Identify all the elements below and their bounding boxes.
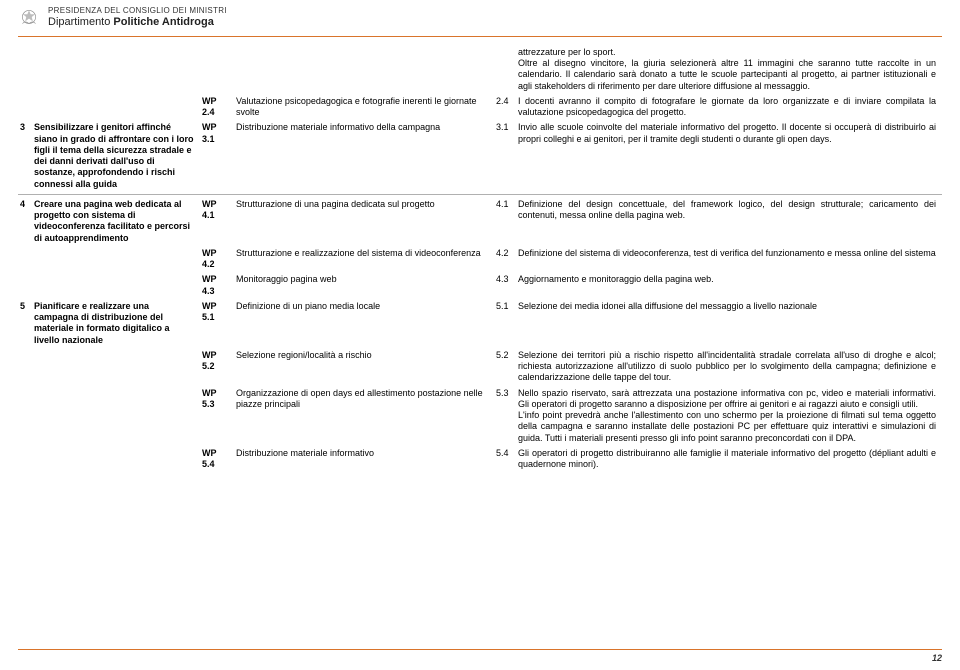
objective-text: Creare una pagina web dedicata al proget… — [32, 194, 200, 246]
row-number — [18, 348, 32, 386]
content-area: attrezzature per lo sport. Oltre al dise… — [0, 37, 960, 473]
wp-description: Monitoraggio pagina web — [234, 272, 494, 299]
detail-number: 4.1 — [494, 194, 516, 246]
detail-number: 3.1 — [494, 120, 516, 194]
page-number: 12 — [18, 653, 942, 664]
wp-code: WP 2.4 — [200, 94, 234, 121]
wp-code: WP 5.2 — [200, 348, 234, 386]
wp-description: Selezione regioni/località a rischio — [234, 348, 494, 386]
detail-text: Selezione dei media idonei alla diffusio… — [516, 299, 942, 348]
wp-code: WP 4.1 — [200, 194, 234, 246]
detail-number: 5.2 — [494, 348, 516, 386]
detail-text: Selezione dei territori più a rischio ri… — [516, 348, 942, 386]
row-number: 3 — [18, 120, 32, 194]
table-row: 3Sensibilizzare i genitori affinché sian… — [18, 120, 942, 194]
detail-number: 5.4 — [494, 446, 516, 473]
table-row: WP 4.2Strutturazione e realizzazione del… — [18, 246, 942, 273]
wp-code: WP 5.4 — [200, 446, 234, 473]
table-row: attrezzature per lo sport. Oltre al dise… — [18, 45, 942, 94]
table-row: 4Creare una pagina web dedicata al proge… — [18, 194, 942, 246]
row-number: 5 — [18, 299, 32, 348]
detail-text: attrezzature per lo sport. Oltre al dise… — [516, 45, 942, 94]
header-line-2: Dipartimento Politiche Antidroga — [48, 16, 227, 30]
objective-text — [32, 446, 200, 473]
header-line-1: PRESIDENZA DEL CONSIGLIO DEI MINISTRI — [48, 6, 227, 16]
wp-description: Valutazione psicopedagogica e fotografie… — [234, 94, 494, 121]
row-number — [18, 246, 32, 273]
wp-code: WP 5.3 — [200, 386, 234, 446]
table-row: WP 2.4Valutazione psicopedagogica e foto… — [18, 94, 942, 121]
detail-text: I docenti avranno il compito di fotograf… — [516, 94, 942, 121]
objective-text: Sensibilizzare i genitori affinché siano… — [32, 120, 200, 194]
dept-prefix: Dipartimento — [48, 16, 113, 28]
detail-text: Gli operatori di progetto distribuiranno… — [516, 446, 942, 473]
italy-emblem-icon — [18, 6, 40, 28]
footer-rule — [18, 649, 942, 650]
row-number — [18, 94, 32, 121]
table-row: WP 4.3Monitoraggio pagina web4.3Aggiorna… — [18, 272, 942, 299]
row-number — [18, 446, 32, 473]
detail-number: 5.1 — [494, 299, 516, 348]
document-header: PRESIDENZA DEL CONSIGLIO DEI MINISTRI Di… — [0, 0, 960, 34]
dept-name: Politiche Antidroga — [113, 16, 213, 28]
row-number: 4 — [18, 194, 32, 246]
wp-code: WP 3.1 — [200, 120, 234, 194]
detail-text: Nello spazio riservato, sarà attrezzata … — [516, 386, 942, 446]
wp-description: Strutturazione di una pagina dedicata su… — [234, 194, 494, 246]
detail-number: 4.2 — [494, 246, 516, 273]
wp-description: Distribuzione materiale informativo — [234, 446, 494, 473]
detail-number: 4.3 — [494, 272, 516, 299]
wp-description: Strutturazione e realizzazione del siste… — [234, 246, 494, 273]
table-row: WP 5.2Selezione regioni/località a risch… — [18, 348, 942, 386]
row-number — [18, 386, 32, 446]
objective-text: Pianificare e realizzare una campagna di… — [32, 299, 200, 348]
detail-text: Invio alle scuole coinvolte del material… — [516, 120, 942, 194]
wp-code: WP 4.2 — [200, 246, 234, 273]
wp-description: Distribuzione materiale informativo dell… — [234, 120, 494, 194]
objective-text — [32, 246, 200, 273]
detail-text: Aggiornamento e monitoraggio della pagin… — [516, 272, 942, 299]
table-row: 5Pianificare e realizzare una campagna d… — [18, 299, 942, 348]
row-number — [18, 272, 32, 299]
page-footer: 12 — [18, 649, 942, 664]
wp-code: WP 5.1 — [200, 299, 234, 348]
wp-description: Definizione di un piano media locale — [234, 299, 494, 348]
wp-description: Organizzazione di open days ed allestime… — [234, 386, 494, 446]
objective-text — [32, 94, 200, 121]
detail-text: Definizione del design concettuale, del … — [516, 194, 942, 246]
activities-table: attrezzature per lo sport. Oltre al dise… — [18, 45, 942, 473]
detail-text: Definizione del sistema di videoconferen… — [516, 246, 942, 273]
objective-text — [32, 272, 200, 299]
table-row: WP 5.4Distribuzione materiale informativ… — [18, 446, 942, 473]
objective-text — [32, 386, 200, 446]
wp-code: WP 4.3 — [200, 272, 234, 299]
table-row: WP 5.3Organizzazione di open days ed all… — [18, 386, 942, 446]
objective-text — [32, 348, 200, 386]
detail-number: 5.3 — [494, 386, 516, 446]
detail-number: 2.4 — [494, 94, 516, 121]
